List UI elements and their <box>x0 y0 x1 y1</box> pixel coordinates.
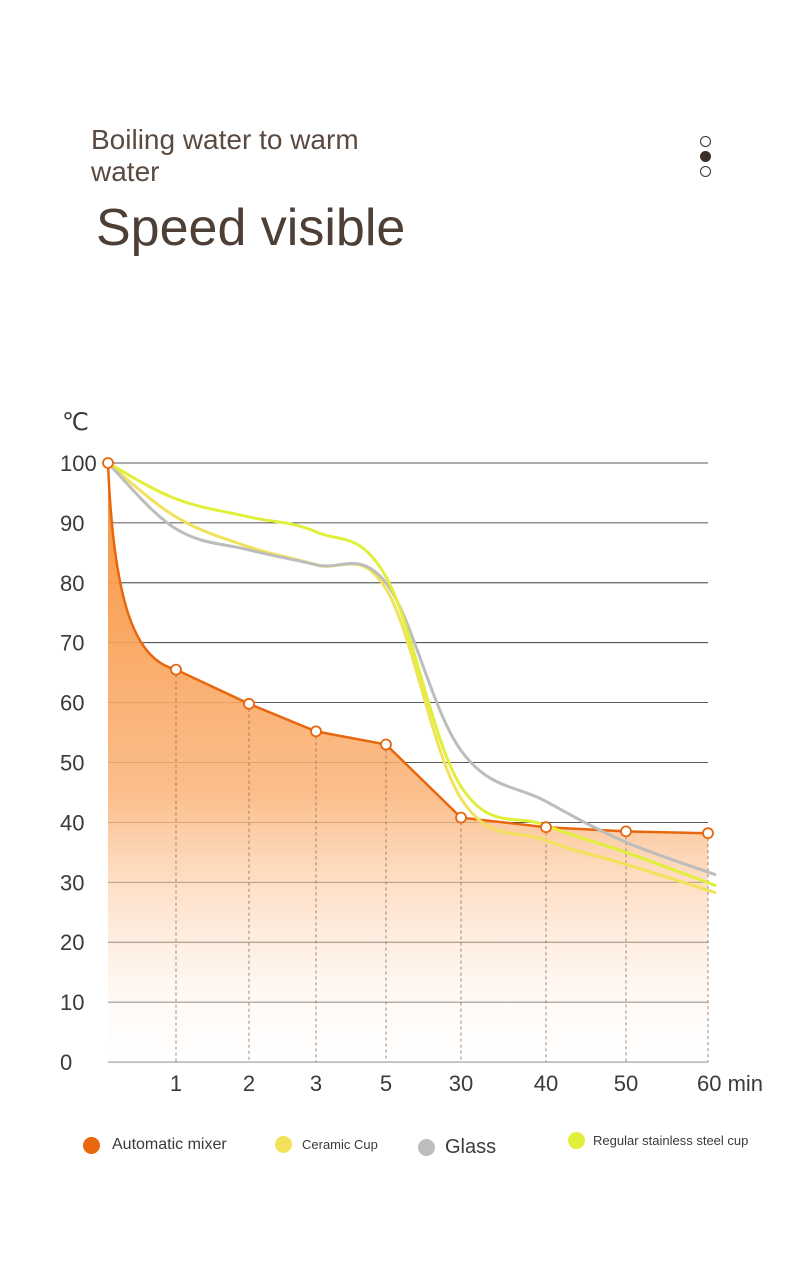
legend-item-glass: Glass <box>418 1136 496 1159</box>
legend-swatch-automatic-mixer <box>83 1136 100 1154</box>
line-ceramic-cup <box>106 461 717 894</box>
y-tick-label: 40 <box>60 810 84 835</box>
y-tick-label: 100 <box>60 451 97 476</box>
y-tick-label: 70 <box>60 631 84 656</box>
x-tick-label: 40 <box>534 1071 558 1096</box>
x-tick-label: 1 <box>170 1071 182 1096</box>
line-automatic-mixer <box>106 462 709 835</box>
pager-dot-2[interactable] <box>700 151 711 162</box>
legend-swatch-ceramic-cup <box>275 1136 292 1153</box>
line-regular-stainless-steel-cup <box>106 461 717 887</box>
x-tick-label: 30 <box>449 1071 473 1096</box>
y-tick-label: 20 <box>60 930 84 955</box>
data-point-automatic-mixer <box>620 825 632 838</box>
data-point-automatic-mixer <box>170 663 182 676</box>
data-point-automatic-mixer <box>102 457 114 469</box>
legend-item-automatic-mixer: Automatic mixer <box>83 1136 227 1154</box>
legend-swatch-glass <box>418 1139 435 1156</box>
data-point-automatic-mixer <box>702 827 714 840</box>
y-axis-label: ℃ <box>62 409 89 436</box>
y-tick-label: 80 <box>60 571 84 596</box>
slide-pager <box>700 136 714 181</box>
legend-label: Automatic mixer <box>112 1136 227 1153</box>
x-tick-label: 60 min <box>697 1071 763 1096</box>
y-tick-label: 30 <box>60 870 84 895</box>
data-point-automatic-mixer <box>380 738 392 751</box>
y-tick-label: 0 <box>60 1050 72 1075</box>
x-tick-label: 2 <box>243 1071 255 1096</box>
x-tick-label: 50 <box>614 1071 638 1096</box>
data-point-automatic-mixer <box>310 725 322 738</box>
chart-legend: Automatic mixer Ceramic Cup Glass Regula… <box>0 1128 790 1168</box>
legend-label: Ceramic Cup <box>302 1137 378 1152</box>
legend-label: Regular stainless steel cup <box>593 1132 749 1148</box>
x-tick-label: 5 <box>380 1071 392 1096</box>
temperature-chart: ℃ 0 10 20 30 40 50 60 70 80 90 100 1 2 3 5 30 40 50 60 mi… <box>60 409 763 1096</box>
y-tick-label: 10 <box>60 990 84 1015</box>
legend-swatch-stainless-steel-cup <box>568 1132 585 1149</box>
legend-item-stainless-steel-cup: Regular stainless steel cup <box>568 1132 758 1149</box>
y-tick-label: 60 <box>60 691 84 716</box>
pager-dot-1[interactable] <box>700 136 711 147</box>
legend-item-ceramic-cup: Ceramic Cup <box>275 1136 378 1153</box>
data-point-automatic-mixer <box>455 811 467 824</box>
legend-label: Glass <box>445 1136 497 1158</box>
pager-dot-3[interactable] <box>700 166 711 177</box>
y-tick-label: 50 <box>60 751 84 776</box>
data-point-automatic-mixer <box>243 697 255 710</box>
chart-title: Speed visible <box>96 199 406 257</box>
area-automatic-mixer <box>108 463 708 1062</box>
data-point-automatic-mixer <box>540 821 552 834</box>
chart-subtitle: Boiling water to warm water <box>91 124 359 187</box>
y-tick-label: 90 <box>60 511 84 536</box>
x-tick-label: 3 <box>310 1071 322 1096</box>
